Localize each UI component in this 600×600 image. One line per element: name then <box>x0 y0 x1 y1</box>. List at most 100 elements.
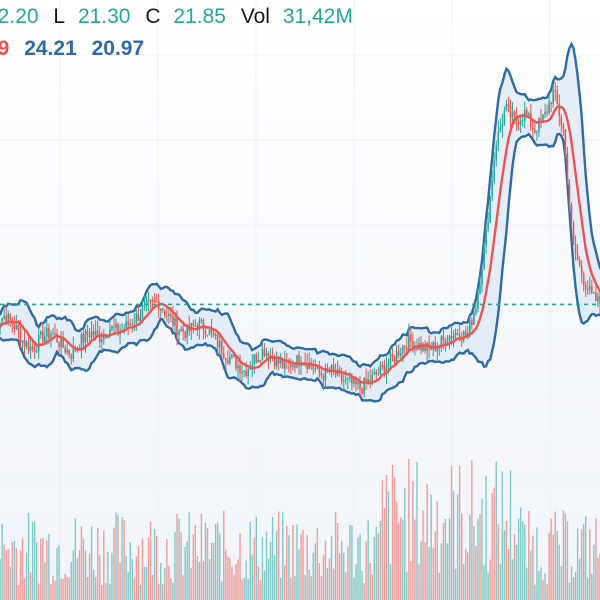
volume-bar <box>168 565 170 600</box>
volume-bar <box>399 517 402 600</box>
volume-bar <box>591 573 593 600</box>
candle-body <box>381 365 384 367</box>
volume-bar <box>97 528 99 600</box>
candle-body <box>454 332 457 336</box>
candle-body <box>584 284 587 289</box>
candle-body <box>39 331 42 335</box>
candle-body <box>192 323 195 326</box>
candle-body <box>595 292 597 302</box>
candle-body <box>208 329 211 335</box>
candle-body <box>487 222 489 229</box>
volume-bar <box>186 541 188 600</box>
candle-body <box>521 120 524 122</box>
candle-body <box>210 329 213 333</box>
volume-bar <box>436 501 438 600</box>
volume-bar <box>552 534 554 600</box>
volume-bar <box>111 552 113 600</box>
volume-bar <box>517 518 520 600</box>
candle-body <box>174 318 176 326</box>
volume-bar <box>330 535 333 600</box>
volume-bar <box>345 572 347 600</box>
candle-body <box>58 342 60 347</box>
volume-bar <box>180 532 182 600</box>
candle-body <box>532 127 534 130</box>
volume-bar <box>15 548 18 600</box>
volume-bar <box>499 563 502 600</box>
volume-bar <box>80 526 83 600</box>
volume-bar <box>36 542 38 600</box>
volume-bar <box>29 572 32 600</box>
volume-bar <box>434 531 436 600</box>
candle-body <box>430 347 432 350</box>
volume-bar <box>300 534 302 600</box>
candle-body <box>251 364 254 369</box>
candle-body <box>507 104 510 107</box>
volume-bar <box>277 511 280 600</box>
candle-body <box>82 334 85 343</box>
volume-bar <box>556 530 558 600</box>
volume-bar <box>365 541 367 600</box>
candle-body <box>80 334 83 350</box>
volume-bar <box>243 577 245 600</box>
candle-body <box>588 285 591 290</box>
volume-bar <box>44 562 46 600</box>
volume-bar <box>562 510 565 600</box>
volume-bar <box>387 491 390 600</box>
volume-bar <box>263 570 266 600</box>
candle-body <box>377 373 380 375</box>
candle-body <box>349 377 351 379</box>
volume-bar <box>5 550 7 600</box>
volume-bar <box>275 530 278 600</box>
candle-body <box>184 331 186 338</box>
volume-bar <box>379 520 382 600</box>
candle-body <box>342 380 345 382</box>
candle-body <box>1 318 3 324</box>
candle-body <box>56 333 58 343</box>
volume-bar <box>269 541 272 600</box>
candle-body <box>233 354 235 357</box>
volume-bar <box>469 514 471 600</box>
candle-body <box>255 354 258 363</box>
candle-body <box>21 340 24 343</box>
candle-body <box>29 346 32 352</box>
volume-bar <box>151 574 154 600</box>
ohlc-legend-row: 22.20 L 21.30 C 21.85 Vol 31,42M <box>0 2 362 32</box>
volume-bar <box>54 580 56 600</box>
candle-body <box>558 104 561 117</box>
candle-body <box>542 114 544 120</box>
volume-bar <box>0 558 1 600</box>
candle-body <box>227 360 229 364</box>
candle-body <box>161 308 164 311</box>
candle-body <box>436 347 439 352</box>
volume-bar <box>568 582 571 600</box>
candle-body <box>115 324 117 328</box>
volume-bar <box>158 583 160 600</box>
volume-bar <box>261 537 264 600</box>
volume-bar <box>326 567 329 600</box>
volume-bar <box>88 553 91 600</box>
volume-bar <box>13 541 16 600</box>
candle-body <box>125 321 127 330</box>
candle-body <box>405 347 408 351</box>
volume-bar <box>564 513 567 600</box>
volume-bar <box>94 577 97 600</box>
volume-bar <box>495 461 497 600</box>
candle-body <box>44 336 46 343</box>
candle-body <box>168 313 170 316</box>
volume-bar <box>176 513 178 600</box>
candle-body <box>456 332 459 336</box>
candle-body <box>544 111 546 115</box>
volume-bar <box>280 577 282 600</box>
candle-body <box>62 337 64 348</box>
candle-body <box>355 377 357 385</box>
candle-body <box>237 365 239 369</box>
volume-bar <box>397 522 400 600</box>
candle-body <box>527 113 530 116</box>
candle-body <box>552 89 554 105</box>
candle-body <box>231 354 233 358</box>
volume-bar <box>64 573 66 600</box>
volume-bar <box>160 562 162 600</box>
candle-body <box>153 301 156 303</box>
